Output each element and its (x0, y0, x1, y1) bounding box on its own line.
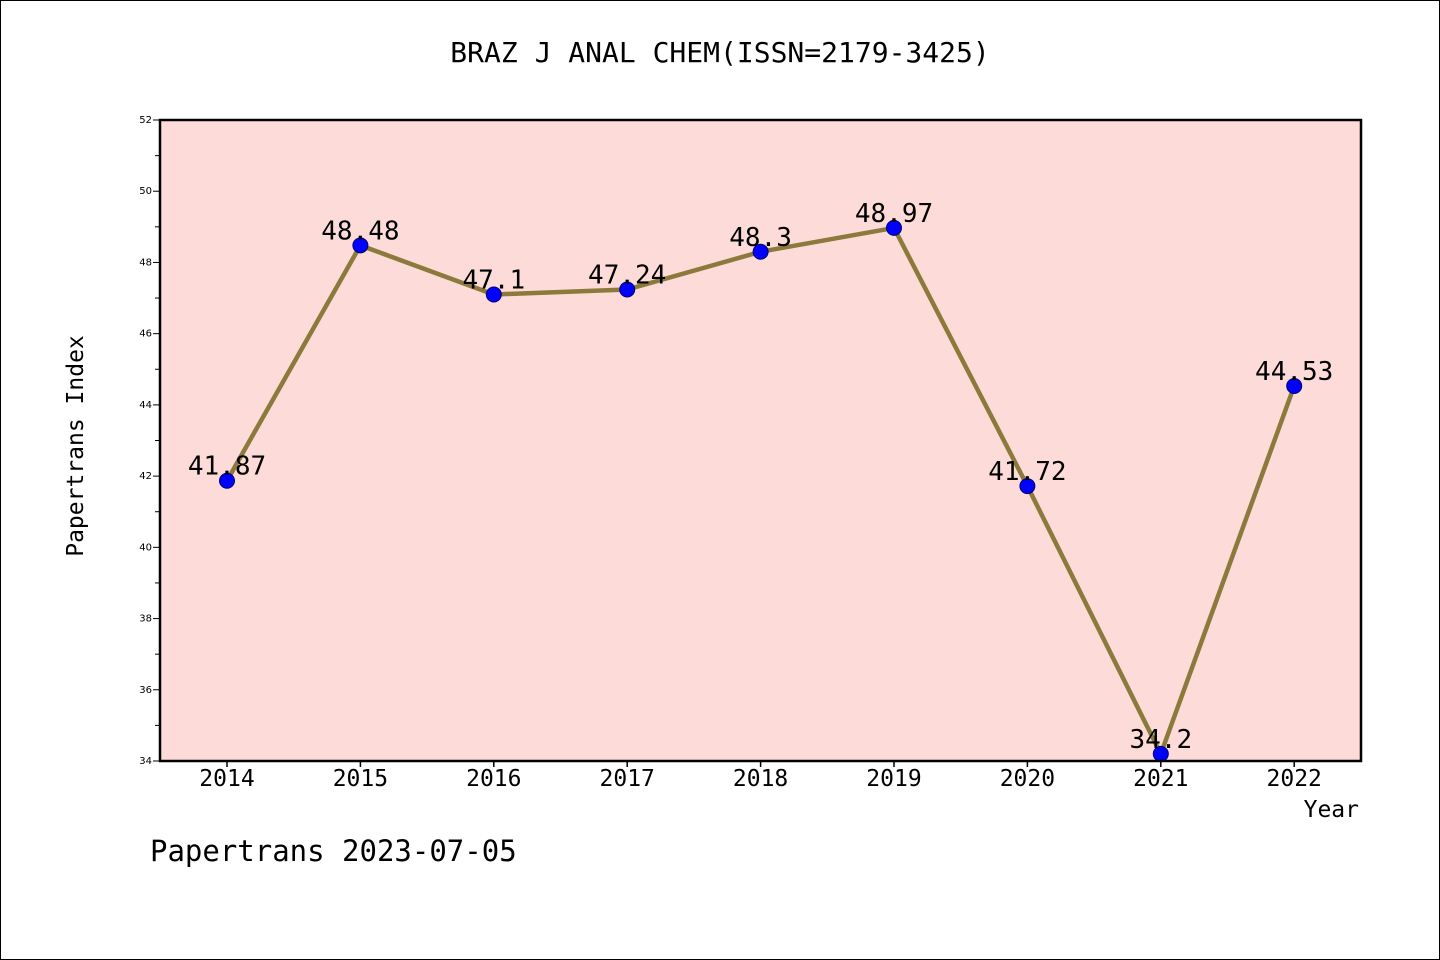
y-tick-label: 48 (139, 257, 152, 268)
y-tick-label: 44 (139, 400, 152, 411)
x-tick-label: 2020 (1000, 766, 1055, 792)
plot-border (158, 118, 1363, 763)
y-tick-label: 42 (139, 471, 152, 482)
data-label: 47.24 (588, 261, 666, 291)
chart-title: BRAZ J ANAL CHEM(ISSN=2179-3425) (450, 36, 990, 69)
data-label-layer: 41.87 48.48 47.1 47.24 48.3 48.97 41.72 34.2 44.… (188, 199, 1333, 755)
y-tick-label: 34 (139, 756, 152, 767)
y-tick-label: 36 (139, 685, 152, 696)
data-point (1286, 378, 1303, 395)
data-label: 47.1 (462, 265, 525, 295)
data-point (886, 219, 902, 236)
data-point (352, 237, 369, 254)
x-tick-label: 2019 (866, 766, 921, 792)
x-tick-label: 2017 (600, 766, 655, 792)
data-label: 48.97 (855, 199, 933, 229)
x-tick-label: 2015 (333, 766, 388, 792)
data-point (752, 243, 769, 260)
data-point (619, 281, 636, 298)
x-tick-label: 2016 (466, 766, 521, 792)
x-tick-label: 2014 (199, 766, 254, 792)
plot-area (160, 120, 1361, 761)
data-label: 44.53 (1255, 357, 1333, 387)
axis-ticks: 34 36 38 40 42 44 46 48 50 52 2014 2015 2016 2017 2018… (139, 115, 1322, 792)
data-point (219, 472, 235, 489)
y-tick-label: 50 (139, 186, 152, 197)
data-label: 41.87 (188, 452, 266, 482)
y-axis-label: Papertrans Index (63, 335, 89, 557)
y-tick-label: 38 (139, 614, 152, 625)
x-tick-label: 2021 (1133, 766, 1188, 792)
series-marker-layer (219, 219, 1303, 762)
data-label: 48.3 (729, 223, 792, 253)
data-label: 48.48 (321, 216, 399, 246)
data-point (485, 286, 502, 303)
y-tick-label: 52 (139, 115, 152, 126)
data-label: 41.72 (988, 457, 1066, 487)
y-tick-label: 40 (139, 542, 152, 553)
y-tick-label: 46 (139, 329, 152, 340)
footer-note: Papertrans 2023-07-05 (150, 834, 517, 868)
x-axis-label: Year (1303, 797, 1359, 823)
data-point (1019, 478, 1036, 495)
x-tick-label: 2018 (733, 766, 788, 792)
data-label: 34.2 (1129, 725, 1192, 755)
x-tick-label: 2022 (1267, 766, 1322, 792)
